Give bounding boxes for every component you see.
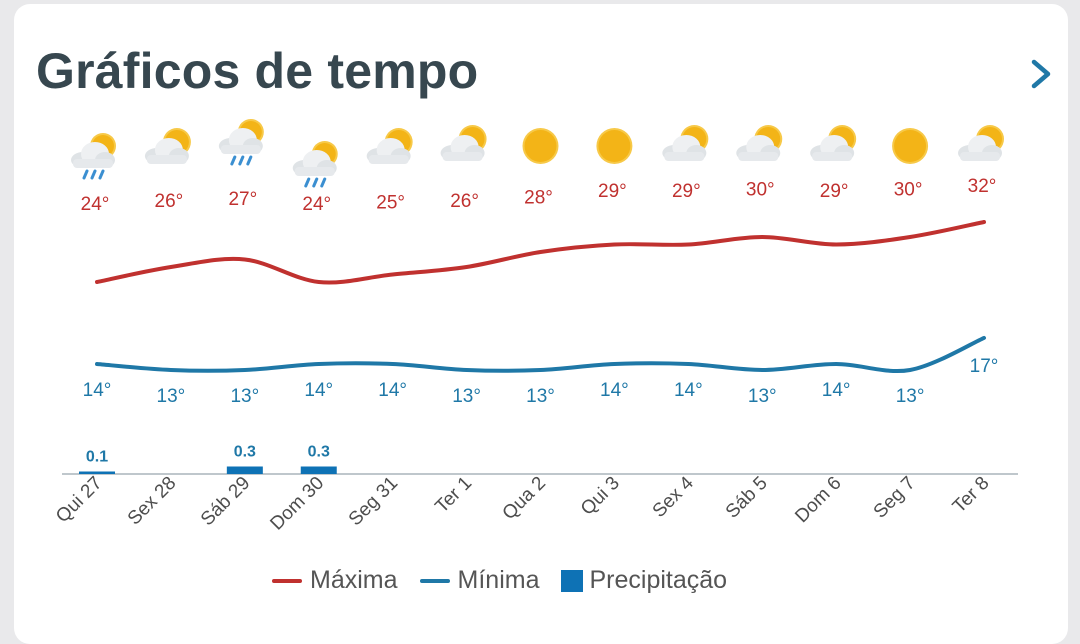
min-temp-label: 14° xyxy=(83,380,112,401)
min-temp-label: 13° xyxy=(896,386,925,407)
max-temp-label: 25° xyxy=(376,192,405,213)
x-tick-label: Dom 30 xyxy=(266,473,328,535)
legend-precip-label: Precipitação xyxy=(589,566,728,594)
chart-legend: Máxima Mínima Precipitação xyxy=(272,566,749,595)
precip-bar xyxy=(79,471,115,474)
max-temp-label: 28° xyxy=(524,188,553,209)
max-temp-label: 24° xyxy=(302,194,331,215)
max-temp-line xyxy=(95,220,986,285)
max-temp-label: 27° xyxy=(228,189,257,210)
min-temp-label: 13° xyxy=(748,386,777,407)
min-temp-line xyxy=(95,335,986,373)
legend-max[interactable]: Máxima xyxy=(272,566,398,595)
x-tick-label: Ter 1 xyxy=(431,473,476,518)
x-tick-label: Dom 6 xyxy=(791,473,845,527)
legend-min[interactable]: Mínima xyxy=(419,566,540,595)
min-temp-label: 13° xyxy=(157,386,186,407)
sun-icon xyxy=(892,128,929,164)
legend-min-swatch xyxy=(419,578,450,583)
x-tick-label: Ter 8 xyxy=(949,473,994,518)
min-temp-label: 14° xyxy=(304,380,333,401)
legend-precip-swatch xyxy=(561,569,584,592)
weather-chart-card: Gráficos de tempo xyxy=(14,4,1068,644)
legend-max-swatch xyxy=(272,578,302,583)
x-tick-label: Seg 31 xyxy=(345,473,402,530)
page-title: Gráficos de tempo xyxy=(36,43,479,99)
x-tick-label: Sáb 5 xyxy=(722,473,772,523)
precip-label: 0.3 xyxy=(308,444,330,461)
partly-cloudy-icon xyxy=(440,125,487,161)
legend-max-label: Máxima xyxy=(310,566,398,594)
max-temp-label: 30° xyxy=(894,179,923,200)
x-tick-label: Sex 4 xyxy=(649,472,699,522)
min-temp-label: 14° xyxy=(600,380,629,401)
precip-bar xyxy=(300,466,337,474)
weather-chart: 0.1 0.3 0.3 24° 26° 27° 24° 25° 26° 28° 29° 29° 30° 2… xyxy=(52,119,1018,535)
partly-cloudy-icon xyxy=(958,125,1004,161)
sun-icon xyxy=(596,128,633,164)
min-temp-label: 13° xyxy=(230,386,259,407)
x-tick-label: Sáb 29 xyxy=(197,473,254,530)
legend-min-label: Mínima xyxy=(457,566,540,594)
max-temp-label: 24° xyxy=(81,194,110,215)
chevron-right-icon[interactable] xyxy=(1024,54,1058,94)
precip-label: 0.1 xyxy=(86,449,108,466)
precip-label: 0.3 xyxy=(234,444,256,461)
partly-cloudy-icon xyxy=(144,128,191,164)
max-temp-label: 29° xyxy=(598,181,627,202)
x-tick-label: Qui 27 xyxy=(52,473,106,527)
min-temp-label: 14° xyxy=(378,380,407,401)
partly-cloudy-icon xyxy=(662,125,709,161)
x-tick-label: Qua 2 xyxy=(499,473,550,524)
min-temp-label: 14° xyxy=(822,380,851,401)
x-tick-label: Sex 28 xyxy=(124,473,181,530)
rain-icon xyxy=(292,141,338,188)
precip-bar xyxy=(226,466,263,474)
rain-icon xyxy=(71,133,116,180)
max-temp-label: 26° xyxy=(155,191,184,212)
partly-cloudy-icon xyxy=(736,125,783,161)
max-temp-label: 29° xyxy=(820,181,849,202)
min-temp-label: 13° xyxy=(526,386,555,407)
max-temp-label: 30° xyxy=(746,179,775,200)
partly-cloudy-icon xyxy=(810,125,857,161)
x-tick-label: Qui 3 xyxy=(577,473,624,520)
max-temp-label: 26° xyxy=(450,191,479,212)
rain-icon xyxy=(218,119,264,166)
x-tick-label: Seg 7 xyxy=(870,473,920,523)
min-temp-label: 17° xyxy=(970,356,999,377)
min-temp-label: 13° xyxy=(452,386,481,407)
min-temp-label: 14° xyxy=(674,380,703,401)
legend-precip[interactable]: Precipitação xyxy=(561,566,727,595)
partly-cloudy-icon xyxy=(366,128,413,164)
sun-icon xyxy=(522,128,559,164)
max-temp-label: 29° xyxy=(672,181,701,202)
max-temp-label: 32° xyxy=(968,176,997,197)
